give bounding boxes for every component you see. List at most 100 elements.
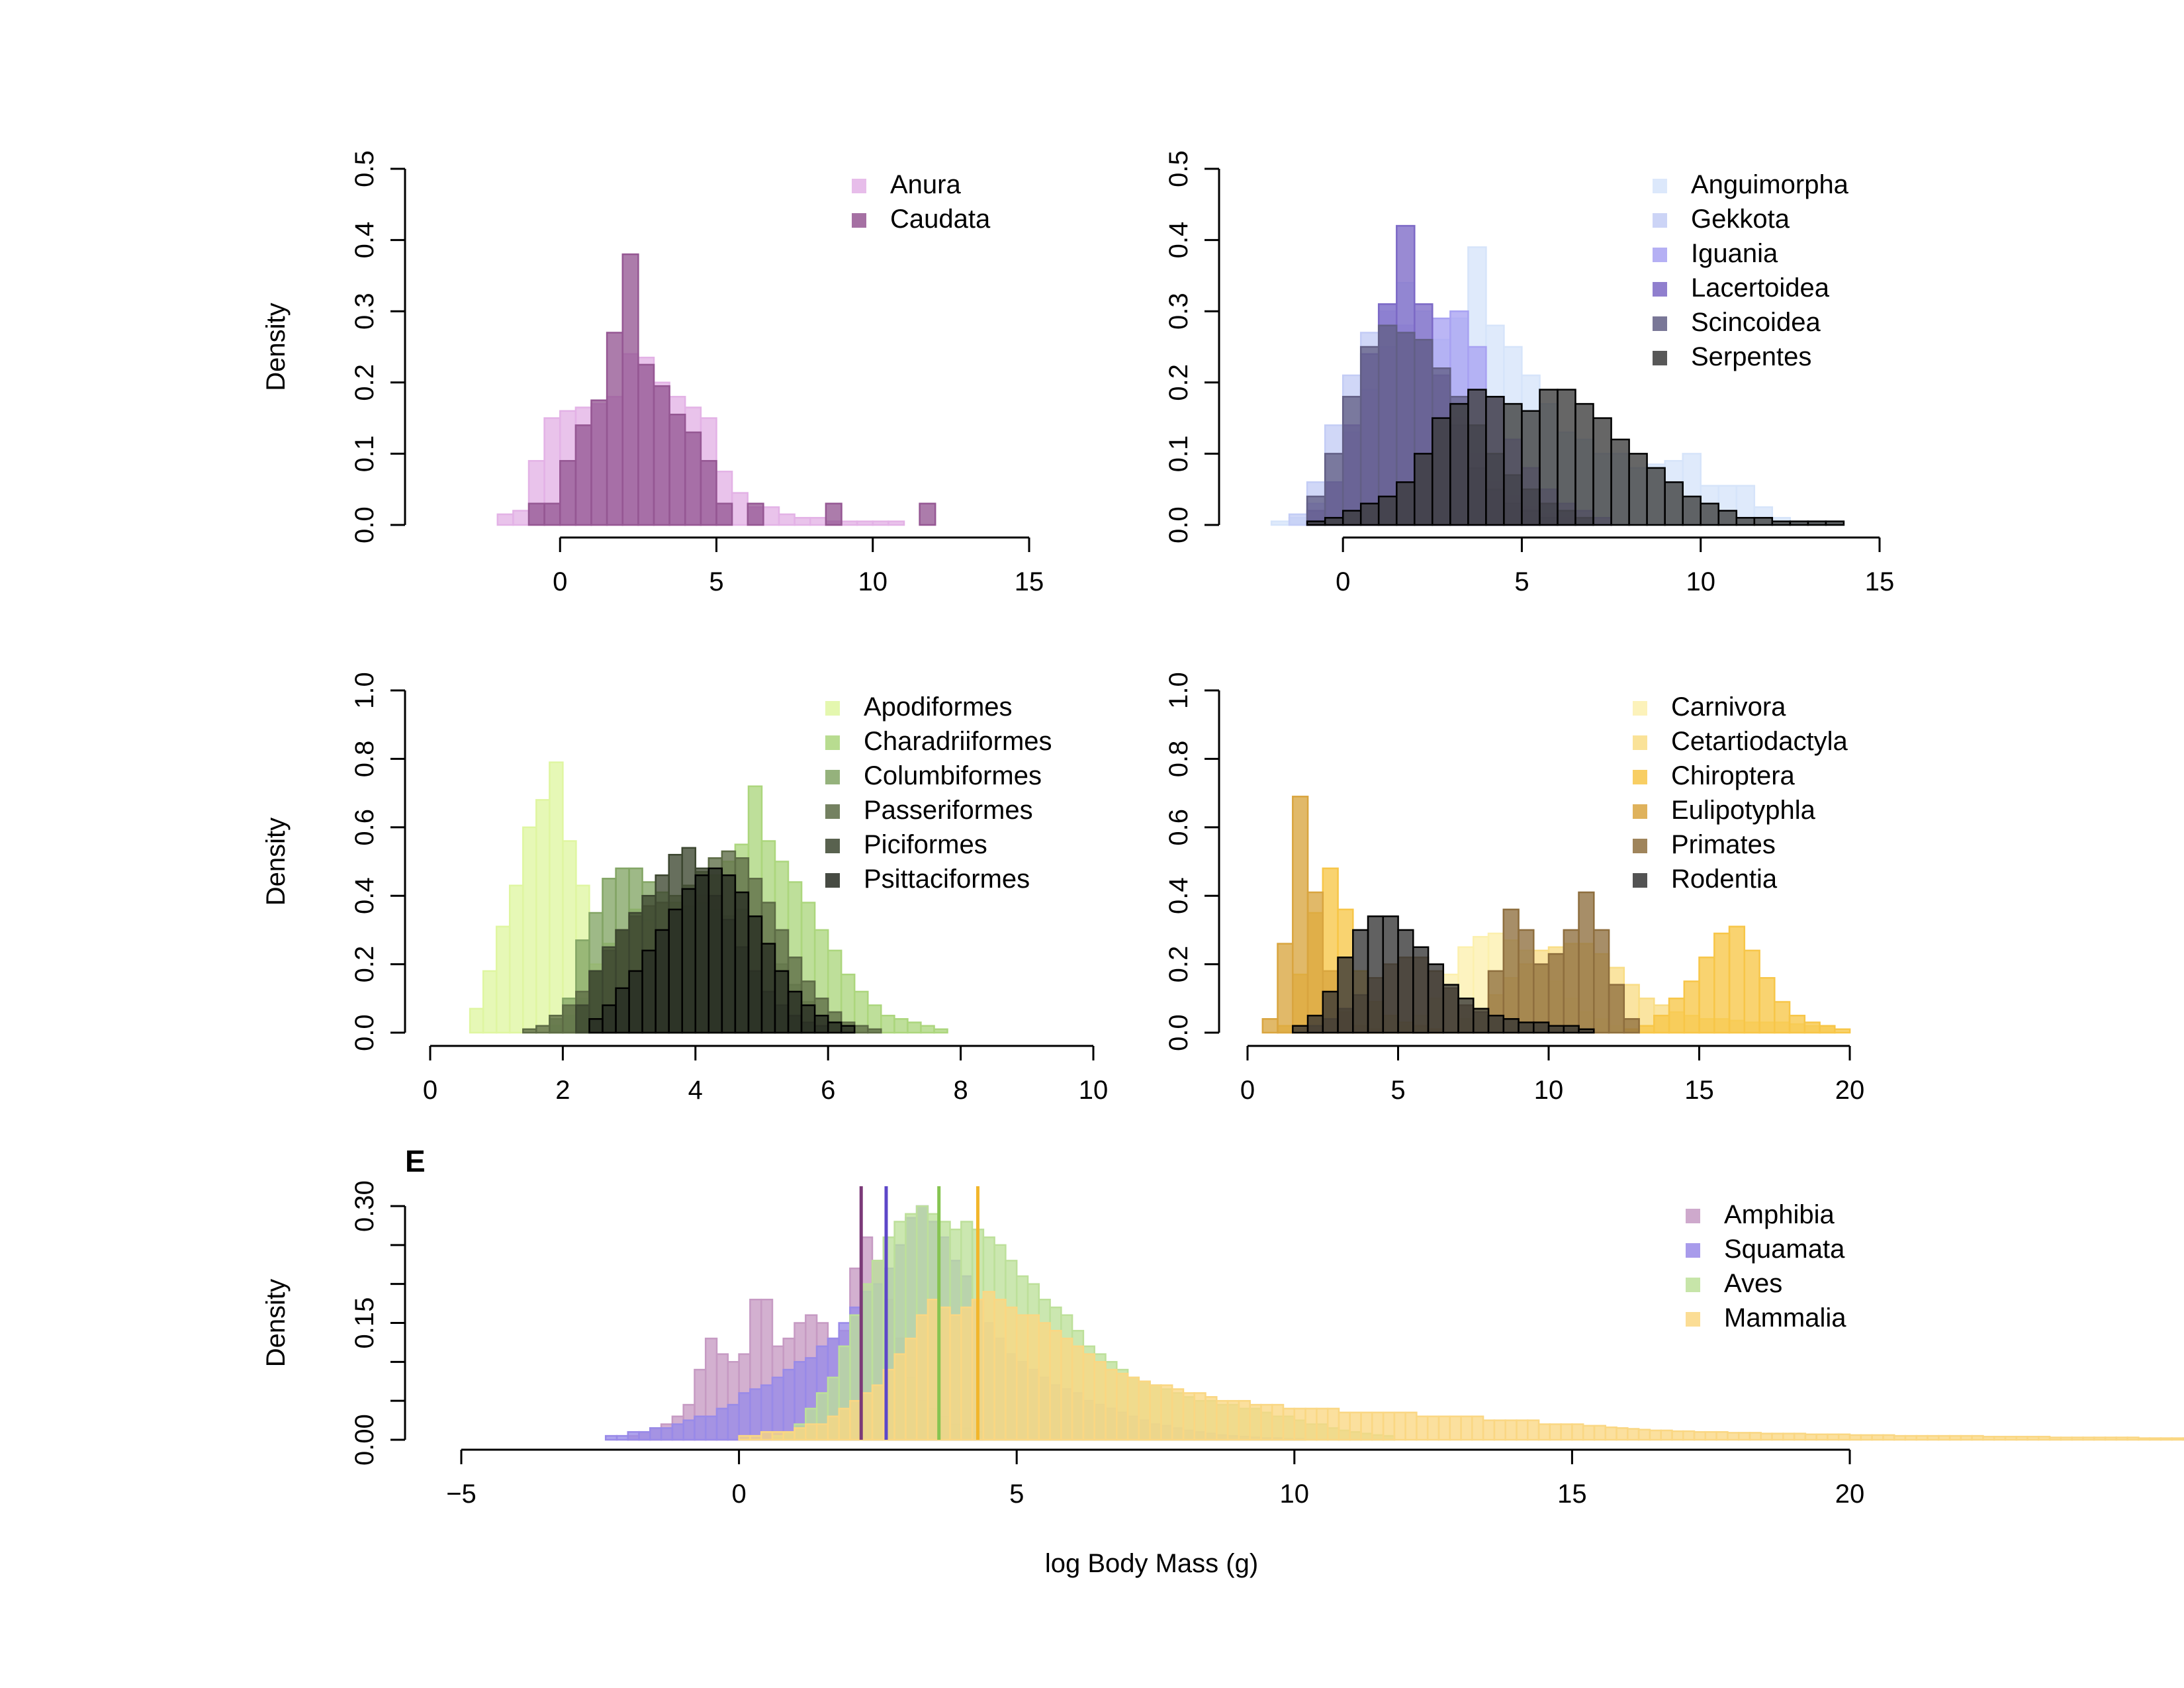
bar (905, 1337, 918, 1441)
bar (1578, 1028, 1595, 1034)
bar (1593, 1425, 1607, 1441)
legend-label-apodiformes: Apodiformes (864, 692, 1013, 722)
bar (1682, 1430, 1696, 1441)
legend-swatch (825, 873, 840, 888)
bar (1927, 1434, 1940, 1441)
bar (838, 1407, 851, 1441)
panel-C: 0.0 0.2 0.4 0.6 0.8 1.0 Density 0 2 4 6 8 10 Apodifor… (261, 672, 1108, 1105)
y-tick-label: 0.0 (350, 1014, 379, 1051)
bar (1412, 946, 1430, 1034)
bar (2138, 1437, 2151, 1441)
y-tick-label: 0.0 (1164, 506, 1193, 543)
legend-swatch (825, 735, 840, 750)
bar (1193, 1392, 1206, 1441)
bar (920, 1025, 935, 1034)
bar (527, 502, 545, 526)
x-tick-label: 20 (1835, 1479, 1865, 1509)
bar (1482, 1419, 1496, 1441)
series-psittaciformes (588, 867, 856, 1034)
y-tick-label: 0.6 (350, 809, 379, 846)
bar (1715, 1430, 1729, 1441)
bar (782, 1368, 796, 1441)
bar (1427, 963, 1445, 1034)
x-tick-label: 0 (731, 1479, 746, 1509)
legend-label-anura: Anura (890, 170, 961, 199)
bar (575, 1004, 590, 1034)
bar (1485, 396, 1505, 526)
bar (1460, 1415, 1473, 1441)
y-tick-label: 0.2 (1164, 364, 1193, 401)
legend-label-amphibia: Amphibia (1724, 1200, 1835, 1229)
y-tick-label: 0.8 (350, 741, 379, 778)
bar (760, 943, 776, 1034)
bar (590, 399, 608, 526)
legend-label-charadriiformes: Charadriiformes (864, 727, 1052, 756)
bar (1771, 1432, 1784, 1441)
bar (1713, 932, 1731, 1034)
bar (1915, 1434, 1929, 1441)
bar (1557, 389, 1576, 526)
bar (919, 502, 936, 526)
bar (1646, 467, 1666, 526)
bar (887, 520, 905, 526)
y-tick-label: 0.0 (1164, 1014, 1193, 1051)
bar (1337, 957, 1354, 1034)
bar (771, 1430, 785, 1441)
bar (1503, 402, 1523, 526)
bar (1960, 1434, 1973, 1441)
bar (1660, 1429, 1673, 1441)
bar (638, 1430, 651, 1441)
bar (1116, 1372, 1129, 1441)
x-tick-label: 0 (1240, 1076, 1255, 1105)
y-axis: 0.0 0.2 0.4 0.6 0.8 1.0 (1164, 672, 1220, 1051)
x-axis: 0 2 4 6 8 10 (423, 1045, 1109, 1105)
legend-label-squamata: Squamata (1724, 1235, 1845, 1264)
bar (1352, 929, 1369, 1034)
bar (1502, 908, 1520, 1034)
bar (1608, 984, 1625, 1034)
x-tick-label: 15 (1684, 1076, 1714, 1105)
bar (1082, 1353, 1095, 1441)
bar (1760, 1432, 1773, 1441)
series-rodentia (1292, 915, 1595, 1034)
bar (949, 1314, 962, 1441)
y-tick-label: 0.1 (350, 436, 379, 473)
legend: Anura Caudata (852, 170, 991, 234)
bar (1788, 1014, 1806, 1034)
legend-swatch (825, 839, 840, 853)
legend-label-primates: Primates (1671, 830, 1776, 859)
bar (813, 1014, 829, 1034)
bar (1360, 1411, 1373, 1441)
bar (2015, 1436, 2028, 1441)
bar (1871, 1434, 1884, 1441)
bar (1539, 389, 1559, 526)
bar (496, 513, 514, 526)
bar (1324, 453, 1344, 526)
bar (700, 459, 717, 526)
bar (1432, 417, 1451, 526)
bar (782, 1430, 796, 1441)
bar (1205, 1396, 1218, 1441)
legend-label-scincoidea: Scincoidea (1691, 308, 1821, 337)
bar (681, 888, 697, 1034)
bar (1382, 1411, 1396, 1441)
bar (1216, 1399, 1229, 1441)
bar (482, 970, 498, 1034)
legend-swatch (1633, 873, 1647, 888)
bar (1471, 1415, 1484, 1441)
legend-swatch (1653, 248, 1667, 262)
bar (1610, 438, 1630, 526)
bar (604, 1434, 618, 1441)
bar (1182, 1392, 1196, 1441)
bar (1533, 1021, 1550, 1034)
bar (1426, 1415, 1440, 1441)
legend-label-mammalia: Mammalia (1724, 1303, 1846, 1333)
bar (1827, 1433, 1840, 1441)
x-tick-label: 10 (1079, 1076, 1109, 1105)
x-tick-label: 8 (953, 1076, 968, 1105)
bar (1753, 516, 1774, 526)
bar (684, 431, 702, 526)
bar (809, 516, 827, 526)
bar (721, 874, 737, 1034)
x-axis: 0 5 10 15 (553, 536, 1044, 596)
